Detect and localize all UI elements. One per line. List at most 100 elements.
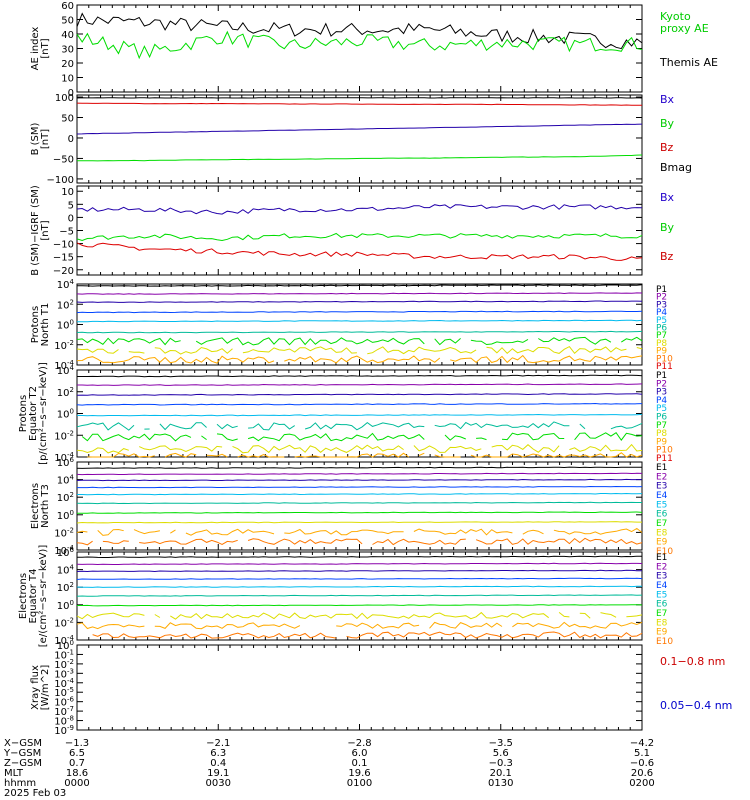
- flux-channel-line: [336, 622, 420, 629]
- flux-channel-line: [470, 338, 529, 346]
- tick-label: 100: [57, 319, 74, 332]
- flux-channel-line: [247, 538, 363, 545]
- flux-channel-line: [76, 585, 642, 588]
- panel-frame: [76, 94, 643, 184]
- panel-xray: 10010-110-210-310-410-510-610-710-810-9X…: [30, 639, 732, 737]
- y-axis-label: North T1: [40, 303, 51, 347]
- flux-channel-line: [76, 540, 93, 546]
- flux-channel-line: [76, 511, 643, 514]
- flux-channel-line: [558, 612, 570, 618]
- flux-channel-line: [450, 354, 643, 364]
- channel-label: E7: [656, 609, 667, 619]
- tick-label: 10: [61, 187, 74, 198]
- footer-value: −1.3: [65, 738, 89, 749]
- flux-channel-line: [195, 337, 425, 346]
- channel-label: P1: [656, 285, 667, 295]
- flux-channel-line: [76, 472, 643, 476]
- flux-channel-line: [102, 540, 129, 544]
- tick-label: 106: [57, 456, 75, 469]
- flux-channel-line: [76, 355, 275, 364]
- flux-channel-line: [284, 355, 441, 364]
- series-line: [76, 102, 643, 106]
- tick-label: 102: [57, 491, 74, 504]
- flux-channel-line: [434, 421, 570, 430]
- flux-channel-line: [600, 612, 617, 618]
- channel-label: P11: [656, 362, 673, 372]
- tick-label: 100: [55, 93, 74, 104]
- y-axis-label: AE index: [30, 27, 41, 71]
- flux-channel-line: [242, 346, 357, 354]
- flux-channel-line: [434, 454, 461, 458]
- legend-label: Bmag: [660, 161, 692, 174]
- flux-channel-line: [470, 452, 643, 458]
- flux-channel-line: [610, 422, 643, 430]
- channel-label: P2: [656, 293, 667, 303]
- channel-label: P2: [656, 379, 667, 389]
- tick-label: 0: [68, 213, 74, 224]
- channel-label: E5: [656, 500, 667, 510]
- channel-label: E2: [656, 472, 667, 482]
- footer-value: −0.6: [630, 758, 654, 769]
- channel-label: P3: [656, 388, 667, 398]
- footer-value: −4.2: [630, 738, 654, 749]
- flux-channel-line: [76, 447, 129, 454]
- channel-label: P7: [656, 331, 667, 341]
- flux-channel-line: [553, 527, 643, 535]
- y-axis-label: [p/(cm²−s−sr−keV)]: [38, 362, 49, 465]
- flux-channel-line: [154, 622, 301, 630]
- flux-channel-line: [444, 434, 466, 441]
- tick-label: 40: [61, 30, 74, 41]
- flux-channel-line: [81, 433, 192, 442]
- tick-label: 106: [57, 546, 75, 559]
- tick-label: −15: [53, 253, 74, 264]
- y-axis-label: [e/(cm²−s−sr−keV)]: [38, 545, 49, 648]
- footer-row-label: Z−GSM: [4, 758, 42, 769]
- footer-row-label: MLT: [4, 768, 24, 779]
- legend-label: By: [660, 221, 675, 234]
- flux-channel-line: [237, 453, 285, 458]
- legend-label: Themis AE: [659, 56, 718, 69]
- flux-channel-line: [522, 529, 544, 535]
- channel-label: P4: [656, 308, 667, 318]
- footer-value: 0000: [64, 778, 89, 789]
- channel-label: P1: [656, 371, 667, 381]
- tick-label: −50: [53, 154, 74, 165]
- legend-label: 0.05−0.4 nm: [660, 699, 732, 712]
- channel-label: E9: [656, 538, 668, 548]
- flux-channel-line: [491, 444, 560, 453]
- channel-label: P11: [656, 454, 673, 464]
- flux-channel-line: [501, 432, 565, 441]
- flux-channel-line: [76, 393, 643, 396]
- flux-channel-line: [76, 292, 643, 295]
- flux-channel-line: [77, 374, 643, 378]
- footer-value: 5.1: [634, 748, 650, 759]
- flux-channel-line: [367, 346, 477, 355]
- footer-row-label: Y−GSM: [3, 748, 41, 759]
- footer-value: 0100: [347, 778, 372, 789]
- footer-value: −0.3: [489, 758, 513, 769]
- flux-channel-line: [76, 521, 642, 524]
- flux-channel-line: [185, 528, 275, 536]
- footer-value: 0030: [206, 778, 231, 789]
- flux-channel-line: [77, 485, 643, 489]
- tick-label: 102: [57, 386, 74, 399]
- tick-label: 20: [61, 59, 74, 70]
- flux-channel-line: [418, 452, 425, 456]
- flux-channel-line: [216, 433, 238, 442]
- flux-channel-line: [76, 300, 643, 303]
- channel-label: E8: [656, 618, 668, 628]
- flux-channel-line: [76, 577, 643, 580]
- flux-channel-line: [77, 492, 643, 496]
- footer-value: −2.1: [206, 738, 230, 749]
- channel-label: P10: [656, 446, 673, 456]
- flux-channel-line: [77, 555, 642, 558]
- tick-label: 10: [61, 74, 74, 85]
- flux-channel-line: [201, 435, 207, 441]
- channel-label: P6: [656, 324, 667, 334]
- flux-channel-line: [164, 452, 197, 458]
- tick-label: 10-9: [54, 724, 74, 737]
- flux-channel-line: [636, 347, 643, 350]
